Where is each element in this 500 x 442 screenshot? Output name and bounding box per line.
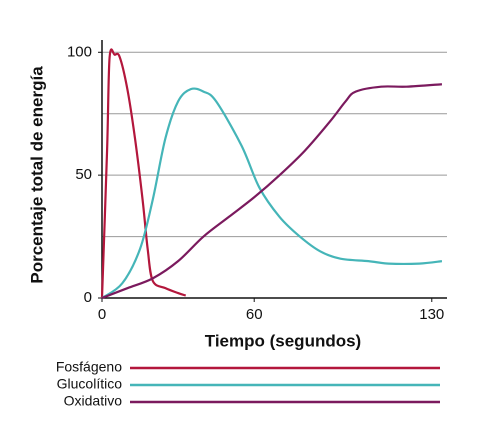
series-line xyxy=(100,48,187,299)
y-tick-label: 100 xyxy=(67,43,92,60)
legend-label: Glucolítico xyxy=(57,376,123,392)
series-line xyxy=(101,87,443,299)
x-axis-label: Tiempo (segundos) xyxy=(205,331,361,350)
legend-label: Fosfágeno xyxy=(56,359,122,375)
x-tick-label: 130 xyxy=(419,306,444,323)
legend-label: Oxidativo xyxy=(64,393,123,409)
y-axis-label: Porcentaje total de energía xyxy=(27,66,46,284)
y-tick-label: 50 xyxy=(75,166,92,183)
x-tick-label: 60 xyxy=(246,306,263,323)
x-tick-label: 0 xyxy=(98,306,106,323)
series-line xyxy=(101,83,443,300)
y-tick-label: 0 xyxy=(84,289,92,306)
